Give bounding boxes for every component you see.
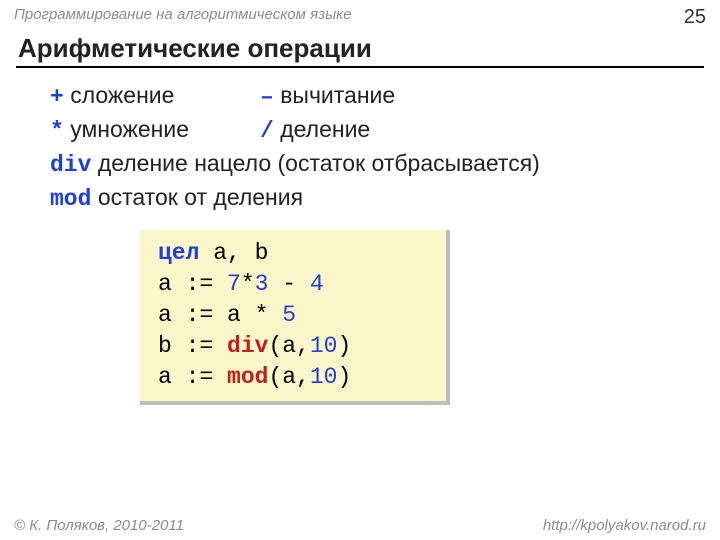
code-line-4: b := div(a,10): [158, 331, 430, 362]
asterisk-icon: *: [50, 118, 64, 144]
code-l5-close: ): [337, 364, 351, 390]
code-l3-pre: a := a *: [158, 302, 282, 328]
code-line-5: a := mod(a,10): [158, 362, 430, 393]
code-l3-n1: 5: [282, 302, 296, 328]
code-l5-pre: a :=: [158, 364, 227, 390]
slide-title: Арифметические операции: [16, 31, 710, 68]
op-sub: – вычитание: [260, 82, 395, 110]
op-mod-text: остаток от деления: [98, 184, 303, 210]
code-l4-open: (a,: [268, 333, 309, 359]
op-add: + сложение: [50, 82, 260, 110]
code-l2-pre: a :=: [158, 271, 227, 297]
op-mod: mod остаток от деления: [50, 184, 720, 212]
footer-url: http://kpolyakov.narod.ru: [543, 517, 706, 534]
code-l5-n1: 10: [310, 364, 338, 390]
op-div: div деление нацело (остаток отбрасываетс…: [50, 150, 720, 178]
op-add-text: сложение: [70, 82, 174, 108]
ops-row-1: + сложение – вычитание: [50, 82, 720, 110]
code-l5-fn: mod: [227, 364, 268, 390]
slash-icon: /: [260, 118, 274, 144]
code-l2-n2: 3: [255, 271, 269, 297]
code-l2-n1: 7: [227, 271, 241, 297]
slide-footer: © К. Поляков, 2010-2011 http://kpolyakov…: [0, 517, 720, 534]
code-l4-n1: 10: [310, 333, 338, 359]
code-block: цел a, b a := 7*3 - 4 a := a * 5 b := di…: [140, 230, 450, 405]
op-sub-text: вычитание: [280, 82, 395, 108]
div-keyword: div: [50, 152, 91, 178]
code-l2-n3: 4: [310, 271, 324, 297]
op-divf-text: деление: [280, 116, 370, 142]
op-div-text: деление нацело (остаток отбрасывается): [98, 150, 540, 176]
kw-int: цел: [158, 240, 199, 266]
code-l4-fn: div: [227, 333, 268, 359]
code-l2-op2: -: [268, 271, 309, 297]
code-line-3: a := a * 5: [158, 300, 430, 331]
ops-row-2: * умножение / деление: [50, 116, 720, 144]
title-wrap: Арифметические операции: [0, 29, 720, 68]
code-l1-rest: a, b: [199, 240, 268, 266]
page-number: 25: [684, 6, 706, 29]
copyright-text: © К. Поляков, 2010-2011: [14, 517, 184, 534]
op-mul-text: умножение: [70, 116, 189, 142]
code-line-2: a := 7*3 - 4: [158, 269, 430, 300]
minus-icon: –: [260, 84, 274, 110]
operations-list: + сложение – вычитание * умножение / дел…: [0, 68, 720, 212]
code-l4-pre: b :=: [158, 333, 227, 359]
code-l2-op1: *: [241, 271, 255, 297]
code-line-1: цел a, b: [158, 238, 430, 269]
mod-keyword: mod: [50, 186, 91, 212]
plus-icon: +: [50, 84, 64, 110]
course-name: Программирование на алгоритмическом язык…: [14, 6, 352, 23]
slide-header: Программирование на алгоритмическом язык…: [0, 0, 720, 29]
code-l5-open: (a,: [268, 364, 309, 390]
op-divf: / деление: [260, 116, 370, 144]
code-l4-close: ): [337, 333, 351, 359]
op-mul: * умножение: [50, 116, 260, 144]
